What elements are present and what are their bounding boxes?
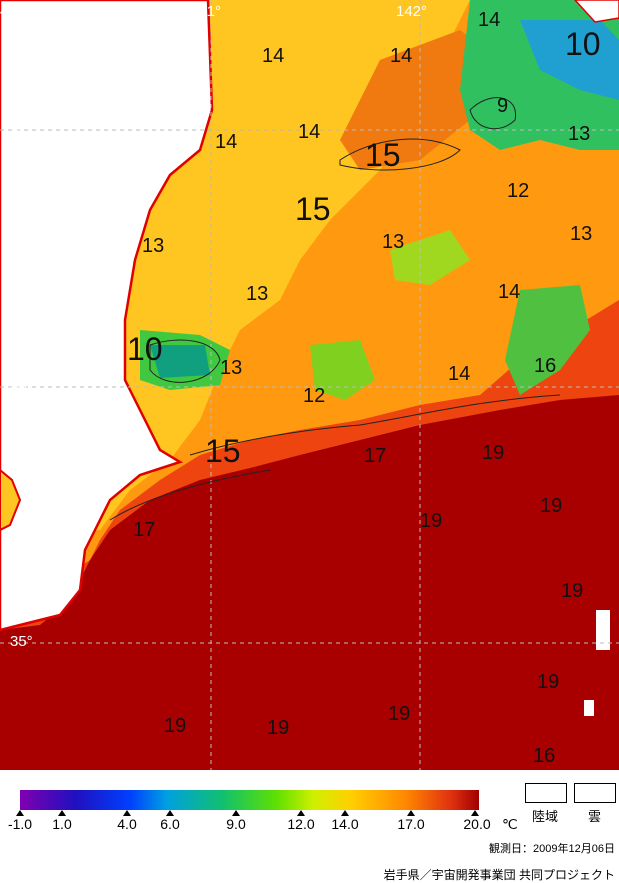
isotherm-lines: [109, 97, 561, 521]
contour-label: 15: [365, 137, 401, 173]
colorbar-tick: [297, 810, 305, 816]
contour-label: 19: [561, 580, 583, 602]
cloud-patch: [584, 700, 594, 716]
contour-label: 14: [478, 9, 500, 31]
contour-label: 13: [142, 235, 164, 257]
lat-label: 35°: [10, 633, 33, 650]
contour-label: 13: [246, 283, 268, 305]
land-swatch: [525, 783, 567, 803]
contour-label: 17: [364, 445, 386, 467]
temperature-colorbar: [20, 790, 479, 810]
colorbar-tick-label: 6.0: [160, 816, 180, 832]
land-honshu: [0, 0, 214, 632]
cool-patch-southeast: [505, 285, 590, 395]
contour-labels: 14 14 14 14 14 10 9 13 15 15 12 13 13 13…: [127, 9, 601, 767]
colorbar-tick: [123, 810, 131, 816]
contour-label: 14: [390, 45, 412, 67]
colorbar-tick: [341, 810, 349, 816]
lon-label: 40°: [0, 3, 23, 20]
contour-label: 14: [448, 363, 470, 385]
contour-label: 19: [164, 715, 186, 737]
colorbar-tick-label: 9.0: [226, 816, 246, 832]
sea-surface-temperature-map: 40° 141° 142° 14 37° 36° 35° 14 14 14 14…: [0, 0, 619, 770]
lat-label: 37°: [10, 121, 33, 138]
contour-label: 16: [533, 745, 555, 767]
contour-label: 19: [537, 671, 559, 693]
observation-date: 観測日：2009年12月06日: [489, 843, 615, 855]
contour-label: 19: [388, 703, 410, 725]
colorbar-tick: [407, 810, 415, 816]
cloud-swatch-label: 雲: [588, 809, 602, 824]
contour-label: 13: [220, 357, 242, 379]
colorbar-tick-label: 4.0: [117, 816, 137, 832]
land-small-island: [0, 468, 22, 532]
land-swatch-label: 陸域: [532, 809, 559, 824]
contour-label: 10: [127, 331, 163, 367]
contour-label: 14: [262, 45, 284, 67]
colorbar-tick-label: 12.0: [287, 816, 315, 832]
colorbar-tick: [166, 810, 174, 816]
cool-patch-east: [390, 230, 470, 285]
cold-core-west: [150, 345, 210, 378]
colorbar-tick-label: -1.0: [7, 816, 33, 832]
colorbar-tick: [471, 810, 479, 816]
temperature-unit: ℃: [502, 816, 518, 832]
contour-label: 19: [420, 510, 442, 532]
lat-label: 36°: [10, 377, 33, 394]
contour-label: 12: [507, 180, 529, 202]
colorbar-tick-label: 14.0: [331, 816, 359, 832]
contour-label: 14: [298, 121, 320, 143]
contour-label: 14: [215, 131, 237, 153]
credit-line: 岩手県／宇宙開発事業団 共同プロジェクト: [383, 868, 615, 882]
contour-label: 19: [482, 442, 504, 464]
contour-label: 13: [568, 123, 590, 145]
lon-label: 14: [600, 3, 617, 20]
cloud-patch: [596, 610, 610, 650]
lon-label: 142°: [396, 3, 427, 20]
cloud-swatch: [574, 783, 616, 803]
contour-label: 19: [267, 717, 289, 739]
cool-patch-center: [310, 340, 375, 400]
colorbar-tick-label: 20.0: [463, 816, 491, 832]
contour-label: 19: [540, 495, 562, 517]
colorbar-tick-label: 1.0: [52, 816, 72, 832]
legend-panel: -1.0 1.0 4.0 6.0 9.0 12.0 14.0 17.0 20.0…: [0, 770, 619, 882]
contour-label: 9: [497, 95, 508, 117]
contour-label: 16: [534, 355, 556, 377]
contour-label: 17: [133, 519, 155, 541]
contour-label: 10: [565, 26, 601, 62]
graticule: [0, 0, 619, 770]
colorbar-tick: [58, 810, 66, 816]
colorbar-tick: [16, 810, 24, 816]
colorbar-tick-label: 17.0: [397, 816, 425, 832]
lon-label: 141°: [190, 3, 221, 20]
contour-label: 13: [570, 223, 592, 245]
colorbar-tick: [232, 810, 240, 816]
land-northeast-corner: [573, 0, 619, 23]
contour-label: 15: [205, 433, 241, 469]
contour-label: 15: [295, 191, 331, 227]
cold-core-northeast: [520, 20, 619, 100]
contour-label: 14: [498, 281, 520, 303]
contour-label: 12: [303, 385, 325, 407]
contour-label: 13: [382, 231, 404, 253]
